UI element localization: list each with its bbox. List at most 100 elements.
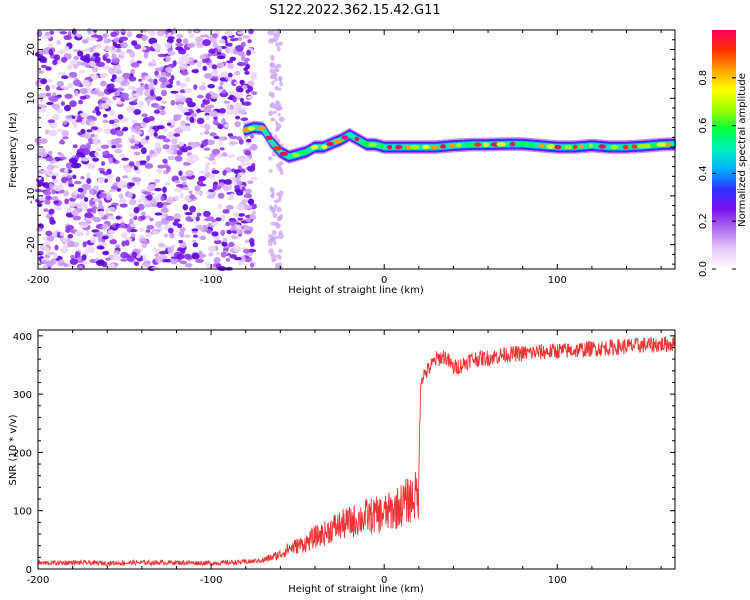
noise-speckle xyxy=(202,98,211,105)
noise-speckle xyxy=(238,213,245,217)
noise-speckle xyxy=(204,165,210,172)
noise-speckle xyxy=(149,217,154,222)
noise-speckle xyxy=(211,148,221,155)
noise-speckle xyxy=(79,95,87,100)
noise-speckle xyxy=(218,203,223,209)
snr-x-tick-label: -100 xyxy=(200,575,223,586)
noise-speckle xyxy=(246,49,252,56)
noise-speckle xyxy=(98,200,103,207)
noise-speckle xyxy=(166,84,173,89)
noise-speckle xyxy=(122,175,129,179)
heatmap-x-label: Height of straight line (km) xyxy=(288,285,424,296)
noise-speckle xyxy=(136,131,143,135)
noise-speckle xyxy=(48,48,53,56)
noise-speckle xyxy=(201,139,208,147)
noise-speckle xyxy=(246,95,255,100)
noise-speckle xyxy=(178,125,184,129)
noise-speckle xyxy=(67,83,74,89)
noise-speckle xyxy=(76,61,82,66)
noise-speckle xyxy=(155,104,162,110)
noise-speckle xyxy=(54,206,62,211)
noise-speckle xyxy=(108,233,114,241)
noise-speckle xyxy=(234,37,239,41)
noise-speckle xyxy=(174,155,183,162)
noise-speckle xyxy=(49,30,55,35)
noise-speckle xyxy=(276,223,281,229)
noise-speckle xyxy=(220,214,226,222)
noise-speckle xyxy=(80,176,85,180)
noise-speckle xyxy=(247,165,256,172)
noise-speckle xyxy=(161,100,167,104)
noise-speckle xyxy=(185,157,195,162)
noise-speckle xyxy=(243,248,250,254)
noise-speckle xyxy=(196,180,204,186)
noise-speckle xyxy=(165,215,175,221)
snr-x-label: Height of straight line (km) xyxy=(288,584,424,595)
noise-speckle xyxy=(231,230,238,234)
noise-speckle xyxy=(47,173,56,177)
noise-speckle xyxy=(228,241,235,248)
noise-speckle xyxy=(242,35,251,39)
noise-speckle xyxy=(142,191,151,195)
noise-speckle xyxy=(219,81,224,86)
noise-speckle xyxy=(206,139,215,146)
noise-speckle xyxy=(211,33,219,39)
noise-speckle xyxy=(199,85,207,91)
noise-speckle xyxy=(141,243,148,249)
noise-speckle xyxy=(102,250,110,256)
noise-speckle xyxy=(74,230,83,236)
noise-speckle xyxy=(45,66,52,71)
noise-speckle xyxy=(150,89,155,96)
noise-speckle xyxy=(167,246,175,254)
noise-speckle xyxy=(170,257,178,265)
noise-speckle xyxy=(45,230,53,237)
noise-speckle xyxy=(108,119,115,125)
noise-speckle xyxy=(134,125,141,132)
noise-speckle xyxy=(64,104,71,112)
noise-speckle xyxy=(191,69,199,74)
noise-speckle xyxy=(104,53,109,58)
noise-speckle xyxy=(162,204,167,211)
noise-speckle xyxy=(62,136,69,140)
noise-speckle xyxy=(153,109,161,114)
noise-speckle xyxy=(76,33,82,38)
noise-speckle xyxy=(250,143,258,151)
noise-speckle xyxy=(155,96,163,101)
noise-speckle xyxy=(53,253,59,259)
noise-speckle xyxy=(128,212,136,218)
noise-speckle xyxy=(227,72,233,78)
noise-speckle xyxy=(56,128,63,133)
noise-speckle xyxy=(160,85,166,89)
noise-speckle xyxy=(40,78,47,85)
noise-speckle xyxy=(152,247,158,252)
noise-speckle xyxy=(176,253,185,260)
noise-speckle xyxy=(141,262,151,267)
noise-speckle xyxy=(85,133,91,140)
noise-speckle xyxy=(63,34,72,41)
noise-speckle xyxy=(268,91,274,97)
noise-speckle xyxy=(179,192,184,199)
noise-speckle xyxy=(165,55,171,63)
noise-speckle xyxy=(202,210,211,217)
noise-speckle xyxy=(119,36,128,42)
noise-speckle xyxy=(60,101,65,106)
noise-speckle xyxy=(113,252,118,259)
noise-speckle xyxy=(200,103,206,109)
noise-speckle xyxy=(92,116,97,121)
noise-speckle xyxy=(92,110,97,114)
noise-speckle xyxy=(86,213,94,219)
noise-speckle xyxy=(63,190,70,197)
noise-speckle xyxy=(133,151,141,156)
noise-speckle xyxy=(245,89,250,94)
noise-speckle xyxy=(243,193,253,199)
noise-speckle xyxy=(232,96,237,103)
noise-speckle xyxy=(227,30,234,37)
noise-speckle xyxy=(129,138,136,144)
noise-speckle xyxy=(60,85,68,89)
noise-speckle xyxy=(128,191,133,199)
noise-speckle xyxy=(74,155,80,161)
noise-speckle xyxy=(37,182,47,187)
noise-speckle xyxy=(48,43,53,49)
noise-speckle xyxy=(110,185,119,190)
noise-speckle xyxy=(167,122,172,126)
